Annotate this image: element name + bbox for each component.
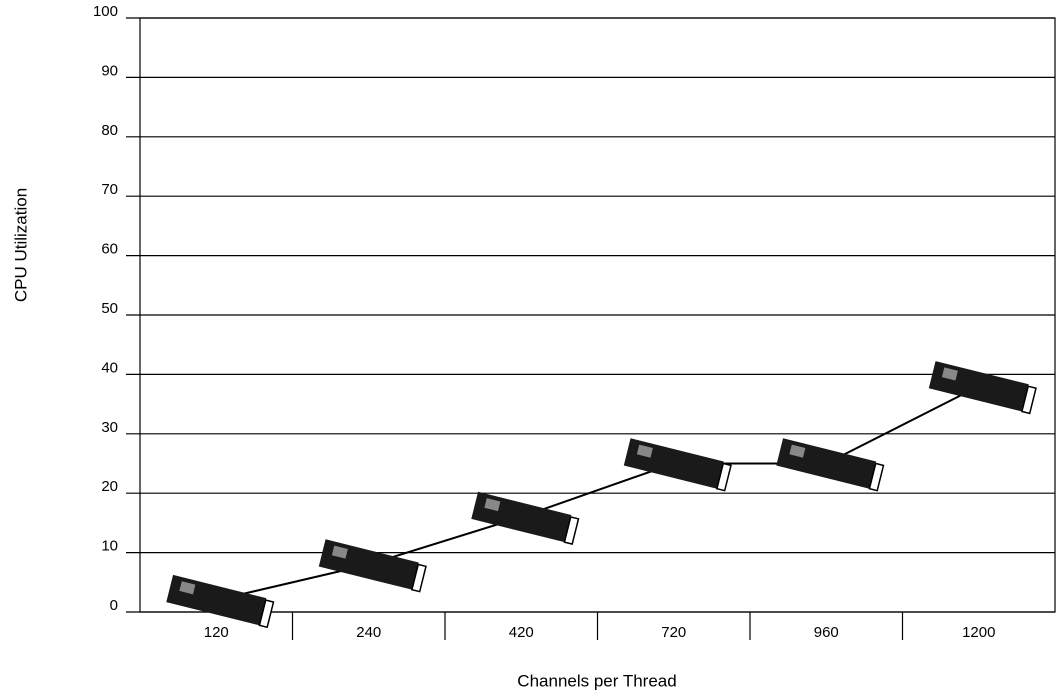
- board-chip: [179, 581, 196, 595]
- board-chip: [941, 367, 958, 381]
- y-tick-label: 80: [101, 122, 118, 139]
- board-bracket: [411, 563, 427, 593]
- y-tick-label: 20: [101, 478, 118, 495]
- y-tick-label: 60: [101, 241, 118, 258]
- board-marker: [776, 438, 885, 492]
- board-bracket: [258, 599, 275, 629]
- board-marker: [471, 491, 580, 546]
- board-bracket: [563, 516, 580, 546]
- board-chip: [636, 444, 653, 458]
- y-tick-label: 90: [101, 62, 118, 79]
- board-body: [623, 438, 724, 489]
- board-bracket: [868, 462, 885, 492]
- x-tick-label: 960: [814, 624, 839, 641]
- board-body: [166, 574, 267, 626]
- board-body: [471, 491, 572, 543]
- y-tick-label: 30: [101, 419, 118, 436]
- y-tick-label: 0: [110, 597, 118, 614]
- board-bracket: [1021, 385, 1037, 415]
- x-tick-label: 240: [356, 624, 381, 641]
- y-axis-title: CPU Utilization: [11, 188, 30, 302]
- board-marker: [928, 361, 1037, 415]
- board-chip: [484, 498, 501, 512]
- board-chip: [331, 545, 348, 559]
- y-tick-label: 100: [93, 3, 118, 20]
- board-marker: [623, 438, 732, 492]
- y-tick-label: 10: [101, 538, 118, 555]
- x-tick-label: 120: [204, 624, 229, 641]
- board-body: [318, 539, 419, 590]
- x-tick-label: 1200: [962, 624, 995, 641]
- board-bracket: [716, 462, 732, 492]
- x-tick-label: 420: [509, 624, 534, 641]
- board-marker: [318, 539, 427, 593]
- x-tick-label: 720: [661, 624, 686, 641]
- board-chip: [789, 444, 806, 458]
- y-tick-label: 40: [101, 359, 118, 376]
- y-tick-label: 70: [101, 181, 118, 198]
- y-tick-label: 50: [101, 300, 118, 317]
- board-marker: [166, 574, 275, 629]
- x-axis-title: Channels per Thread: [517, 671, 676, 690]
